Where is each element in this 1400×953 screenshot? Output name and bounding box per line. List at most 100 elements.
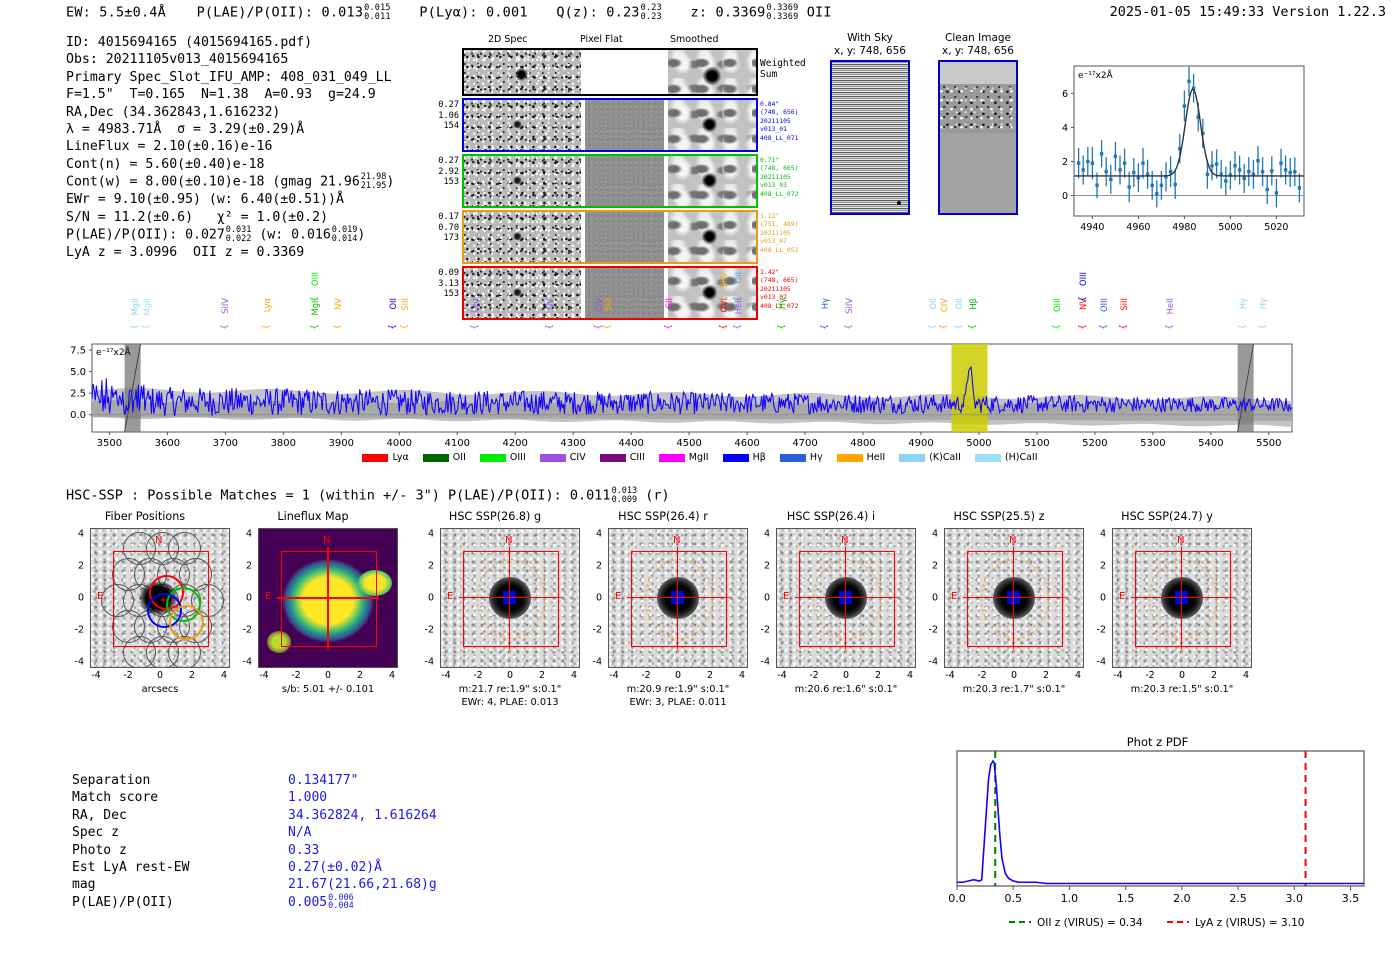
info-ewr: EWr = 9.10(±0.95) (w: 6.40(±0.51))Å bbox=[66, 192, 344, 208]
header-qz-bounds: 0.23 0.23 bbox=[640, 3, 662, 22]
legend-swatch bbox=[422, 453, 449, 462]
hsc-x-tick: 2 bbox=[1042, 670, 1050, 681]
spectrum-line-label: NV bbox=[544, 298, 555, 310]
spectrum-line-bracket: { bbox=[1237, 324, 1248, 330]
svg-text:0: 0 bbox=[1062, 191, 1068, 202]
header-z-type: OII bbox=[806, 4, 832, 21]
hsc-x-tick: 2 bbox=[356, 670, 364, 681]
hsc-panel-xlabel: m:20.9 re:1.9" s:0.1" bbox=[626, 684, 730, 695]
with-sky-coords: x, y: 748, 656 bbox=[834, 44, 906, 57]
header-z: z: 0.3369 bbox=[690, 4, 766, 21]
hsc-panel-title: HSC SSP(26.8) g bbox=[448, 510, 542, 523]
spec2d-raw bbox=[464, 100, 581, 150]
legend-swatch bbox=[539, 453, 566, 462]
hsc-y-tick: -2 bbox=[760, 624, 770, 636]
svg-text:5500: 5500 bbox=[1256, 438, 1281, 449]
svg-text:4900: 4900 bbox=[908, 438, 933, 449]
match-table-key: mag bbox=[72, 877, 96, 893]
hsc-x-tick: 2 bbox=[706, 670, 714, 681]
header-summary-line: EW: 5.5±0.4Å P(LAE)/P(OII): 0.013 0.015 0.… bbox=[66, 4, 832, 21]
compass-east-label: E bbox=[265, 591, 272, 602]
info-redshifts: LyA z = 3.0996 OII z = 0.3369 bbox=[66, 245, 305, 261]
hsc-y-tick: -2 bbox=[592, 624, 602, 636]
svg-text:4400: 4400 bbox=[618, 438, 643, 449]
hsc-image-cutout[interactable]: + N E bbox=[90, 528, 230, 668]
spectrum-line-bracket: { bbox=[388, 324, 399, 330]
svg-text:5020: 5020 bbox=[1264, 222, 1288, 233]
crosshair-vertical bbox=[1013, 547, 1015, 649]
spectrum-line-bracket: { bbox=[1098, 324, 1109, 330]
svg-text:0.5: 0.5 bbox=[1004, 892, 1022, 905]
spec2d-exposure-rows: 0.27 1.06 154 0.84" (748, 656) 20211105 v013_0… bbox=[438, 98, 798, 320]
aperture-box bbox=[463, 551, 559, 647]
legend-label: OIII bbox=[509, 452, 526, 463]
compass-east-label: E bbox=[447, 591, 454, 602]
hsc-y-axis: -4 -2 0 2 4 bbox=[228, 528, 256, 668]
spectrum-line-bracket: { bbox=[310, 324, 321, 330]
hsc-y-tick: 4 bbox=[595, 528, 602, 540]
header-z-bounds: 0.3369 0.3369 bbox=[766, 3, 799, 22]
spectrum-line-bracket: { bbox=[939, 324, 950, 330]
kron-ellipse bbox=[1149, 559, 1217, 639]
legend-swatch bbox=[599, 453, 626, 462]
svg-text:5400: 5400 bbox=[1198, 438, 1223, 449]
spectrum-line-label: SiIV bbox=[843, 298, 854, 314]
hsc-x-tick: 4 bbox=[220, 670, 228, 681]
match-table-value: 34.362824, 1.616264 bbox=[288, 807, 437, 823]
legend-label: (K)CaII bbox=[929, 452, 961, 463]
highlighted-fiber bbox=[169, 605, 204, 640]
aperture-box bbox=[1135, 551, 1231, 647]
spectrum-line-bracket: { bbox=[733, 324, 744, 330]
spectrum-line-bracket: { bbox=[968, 324, 979, 330]
spec2d-smoothed bbox=[668, 156, 756, 206]
spectrum-line-label: OIII bbox=[1052, 298, 1063, 313]
hsc-panel-title: HSC SSP(26.4) r bbox=[618, 510, 708, 523]
svg-text:4700: 4700 bbox=[792, 438, 817, 449]
info-primary-spec: Primary Spec_Slot_IFU_AMP: 408_031_049_L… bbox=[66, 69, 392, 85]
hsc-panel-caption: arcsecs bbox=[60, 684, 260, 697]
svg-text:3.5: 3.5 bbox=[1342, 892, 1360, 905]
kron-ellipse bbox=[813, 559, 881, 639]
spectrum-line-label: SiIV bbox=[220, 298, 231, 314]
hsc-y-tick: -2 bbox=[424, 624, 434, 636]
spectrum-line-label: HeII bbox=[1165, 298, 1176, 315]
hsc-y-tick: 4 bbox=[427, 528, 434, 540]
svg-text:5200: 5200 bbox=[1082, 438, 1107, 449]
hsc-y-tick: -4 bbox=[74, 656, 84, 668]
match-table-value: 0.005 0.006 0.004 bbox=[288, 892, 354, 912]
match-table-key: Spec z bbox=[72, 825, 119, 841]
svg-text:3800: 3800 bbox=[271, 438, 296, 449]
spectrum-line-bracket: { bbox=[400, 324, 411, 330]
hsc-x-tick: 0 bbox=[156, 670, 164, 681]
hsc-x-tick: 2 bbox=[538, 670, 546, 681]
weighted-sum-smoothed bbox=[668, 50, 756, 94]
crosshair-vertical bbox=[677, 547, 679, 649]
hsc-x-tick: 4 bbox=[906, 670, 914, 681]
hsc-panel-caption: m:21.7 re:1.9" s:0.1" EWr: 4, PLAE: 0.013 bbox=[410, 684, 610, 709]
legend-label: Lyα bbox=[392, 452, 409, 463]
spec2d-exposure-row: 0.09 3.13 153 1.42" (748, 665) 20211105 v013_0… bbox=[438, 266, 798, 320]
timestamp-version: 2025-01-05 15:49:33 Version 1.22.3 bbox=[1109, 4, 1386, 20]
svg-text:4100: 4100 bbox=[444, 438, 469, 449]
spectrum-line-label: CII bbox=[663, 298, 674, 309]
full-spectrum-svg: e⁻¹⁷x2Å 0.0 2.5 5.0 7.5 3500 3600 3700 3800 3900 4… bbox=[70, 343, 1293, 449]
hsc-y-tick: 0 bbox=[245, 592, 252, 604]
hsc-x-tick: 4 bbox=[1242, 670, 1250, 681]
legend-entry: Lyα bbox=[362, 452, 409, 463]
weighted-sum-2dspec bbox=[464, 50, 581, 94]
spectrum-line-label: Hγ bbox=[776, 298, 787, 310]
hsc-x-tick: -4 bbox=[609, 670, 619, 681]
spectrum-line-bracket: { bbox=[220, 324, 231, 330]
hsc-panel-xlabel: m:21.7 re:1.9" s:0.1" bbox=[458, 684, 562, 695]
legend-entry: MgII bbox=[658, 452, 709, 463]
hsc-x-tick: 0 bbox=[324, 670, 332, 681]
spectrum-line-bracket: { bbox=[663, 324, 674, 330]
hsc-y-tick: 4 bbox=[763, 528, 770, 540]
hsc-y-tick: 0 bbox=[427, 592, 434, 604]
